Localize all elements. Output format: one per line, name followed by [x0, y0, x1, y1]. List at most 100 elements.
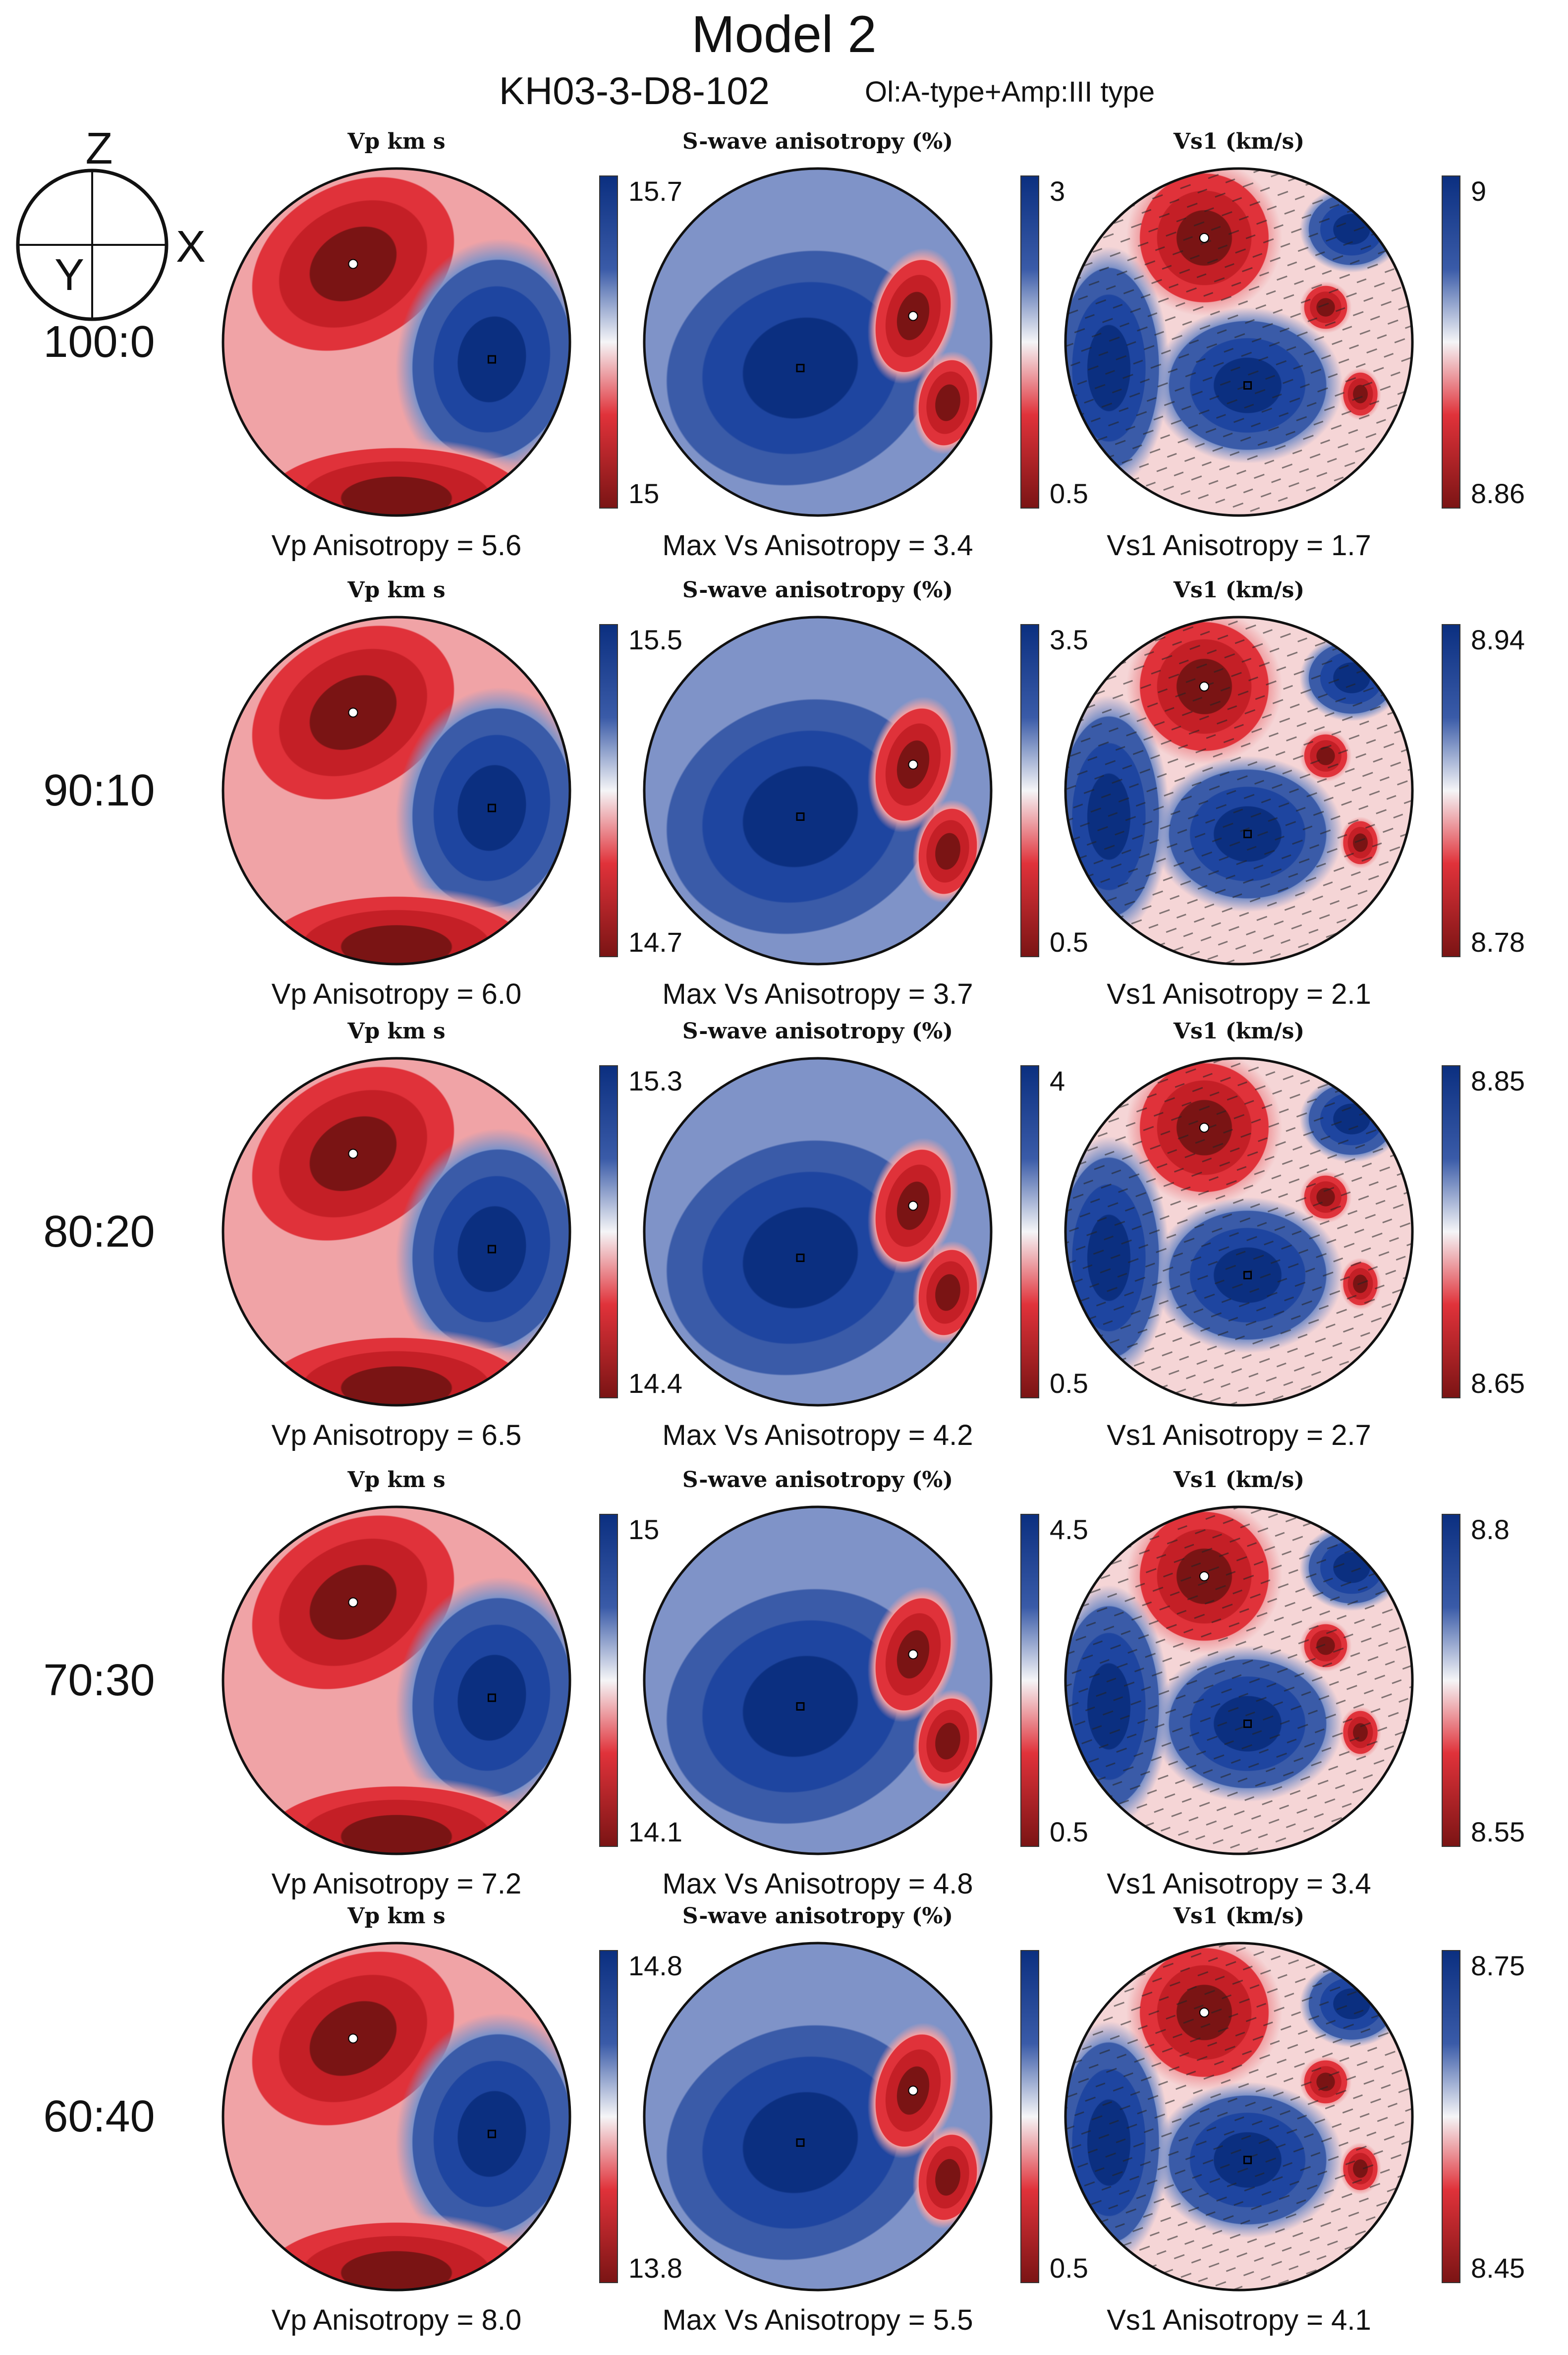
colorbar-max-label: 8.75	[1471, 1950, 1525, 1981]
ratio-label: 60:40	[43, 2092, 155, 2141]
contour-field	[223, 617, 570, 964]
min-marker	[348, 1597, 358, 1608]
colorbar-max-label: 8.8	[1471, 1514, 1510, 1545]
anisotropy-caption: Max Vs Anisotropy = 3.4	[662, 529, 973, 562]
pole-figure-vp: Vp km s 15.5 14.7 Vp Anisotropy = 6.0	[222, 577, 682, 1010]
colorbar-min-label: 0.5	[1050, 2252, 1088, 2284]
pole-figure-vp: Vp km s 15.7 15 Vp Anisotropy = 5.6	[222, 129, 682, 562]
colorbar-min-label: 8.55	[1471, 1816, 1525, 1847]
axes-glyph: Z X Y	[16, 124, 206, 321]
min-marker	[348, 707, 358, 718]
panel-title: Vp km s	[347, 1903, 445, 1929]
max-marker	[1243, 381, 1252, 390]
min-marker	[1199, 1123, 1209, 1133]
colorbar	[1020, 624, 1039, 957]
pole-figure-outline	[1064, 1057, 1414, 1407]
colorbar-max-label: 3.5	[1050, 624, 1088, 655]
colorbar-max-label: 3	[1050, 175, 1065, 207]
ratio-label: 70:30	[43, 1656, 155, 1705]
panel-title: S-wave anisotropy (%)	[682, 1467, 953, 1493]
colorbar-max-label: 15.5	[628, 624, 682, 655]
row-0: 100:0 Vp km s 15.7 15 Vp Anisotropy = 5.6 S-w…	[43, 129, 1525, 562]
pole-figure-outline	[1064, 616, 1414, 966]
colorbar-min-label: 8.78	[1471, 926, 1525, 958]
high-value-contour	[395, 238, 570, 480]
max-marker	[796, 364, 805, 372]
panel-title: Vs1 (km/s)	[1173, 129, 1304, 154]
colorbar	[599, 175, 618, 509]
pole-figure-outline	[222, 1505, 571, 1855]
panel-title: Vs1 (km/s)	[1173, 1467, 1304, 1493]
colorbar-min-label: 13.8	[628, 2252, 682, 2284]
high-value-contour	[395, 687, 570, 929]
max-marker	[488, 2129, 496, 2138]
anisotropy-caption: Vp Anisotropy = 7.2	[272, 1868, 522, 1900]
min-marker	[348, 259, 358, 269]
row-3: 70:30 Vp km s 15 14.1 Vp Anisotropy = 7.2 S-w…	[43, 1467, 1525, 1900]
colorbar-max-label: 15.3	[628, 1065, 682, 1096]
pole-figure-sw: S-wave anisotropy (%) 4.5 0.5 Max Vs Anisot…	[643, 1467, 1088, 1900]
low-value-contour	[912, 800, 983, 903]
panel-title: S-wave anisotropy (%)	[682, 129, 953, 154]
min-marker	[908, 1201, 918, 1211]
colorbar	[1020, 175, 1039, 509]
colorbar	[1442, 624, 1460, 957]
low-value-contour	[240, 1327, 553, 1405]
colorbar-min-label: 14.1	[628, 1816, 682, 1847]
colorbar	[599, 624, 618, 957]
colorbar	[1020, 1950, 1039, 2283]
panel-title: Vs1 (km/s)	[1173, 1019, 1304, 1044]
colorbar	[1442, 1065, 1460, 1398]
min-marker	[908, 2085, 918, 2096]
pole-figure-outline	[1064, 1505, 1414, 1855]
low-value-contour	[240, 437, 553, 516]
pole-figure-outline	[222, 167, 571, 517]
row-2: 80:20 Vp km s 15.3 14.4 Vp Anisotropy = 6.5 S…	[43, 1019, 1525, 1451]
anisotropy-caption: Vp Anisotropy = 8.0	[272, 2304, 522, 2336]
colorbar-min-label: 0.5	[1050, 1368, 1088, 1399]
panel-title: Vp km s	[347, 1019, 445, 1044]
max-marker	[1243, 1720, 1252, 1728]
panel-title: Vp km s	[347, 1467, 445, 1493]
pole-figure-outline	[222, 616, 571, 966]
figure-title: Model 2	[691, 5, 877, 63]
contour-field	[644, 169, 991, 516]
high-value-contour	[395, 2013, 570, 2255]
contour-field	[1065, 1058, 1412, 1405]
colorbar	[1442, 175, 1460, 509]
anisotropy-caption: Vs1 Anisotropy = 1.7	[1107, 529, 1371, 562]
polarization-ticks	[1065, 617, 1412, 964]
max-marker	[796, 2138, 805, 2147]
ratio-label: 80:20	[43, 1207, 155, 1257]
colorbar-min-label: 0.5	[1050, 926, 1088, 958]
colorbar-max-label: 4.5	[1050, 1514, 1088, 1545]
pole-figure-outline	[643, 1057, 993, 1407]
pole-figure-outline	[643, 616, 993, 966]
max-marker	[796, 812, 805, 821]
colorbar-min-label: 8.65	[1471, 1368, 1525, 1399]
contour-field	[1065, 617, 1412, 964]
colorbar	[1020, 1514, 1039, 1847]
max-marker	[796, 1254, 805, 1262]
contour-field	[644, 1943, 991, 2290]
colorbar	[1442, 1950, 1460, 2283]
anisotropy-caption: Vp Anisotropy = 6.5	[272, 1419, 522, 1451]
pole-figure-outline	[1064, 1942, 1414, 2292]
axis-y-label: Y	[55, 250, 84, 300]
colorbar	[599, 1950, 618, 2283]
high-value-contour	[395, 1577, 570, 1819]
pole-figure-vs1: Vs1 (km/s) 8.85 8.65 Vs1 Anisotropy = 2.7	[1064, 1019, 1525, 1451]
colorbar	[1442, 1514, 1460, 1847]
contour-field	[223, 1943, 570, 2290]
pole-figure-vs1: Vs1 (km/s) 9 8.86 Vs1 Anisotropy = 1.7	[1064, 129, 1525, 562]
polarization-ticks	[1065, 1943, 1412, 2290]
colorbar-min-label: 14.4	[628, 1368, 682, 1399]
max-marker	[1243, 830, 1252, 838]
contour-field	[1065, 169, 1412, 516]
max-marker	[488, 804, 496, 812]
min-marker	[908, 1649, 918, 1660]
sample-label: KH03-3-D8-102	[499, 69, 770, 113]
row-4: 60:40 Vp km s 14.8 13.8 Vp Anisotropy = 8.0 S…	[43, 1903, 1525, 2336]
panel-title: S-wave anisotropy (%)	[682, 1903, 953, 1929]
contour-field	[644, 1507, 991, 1854]
